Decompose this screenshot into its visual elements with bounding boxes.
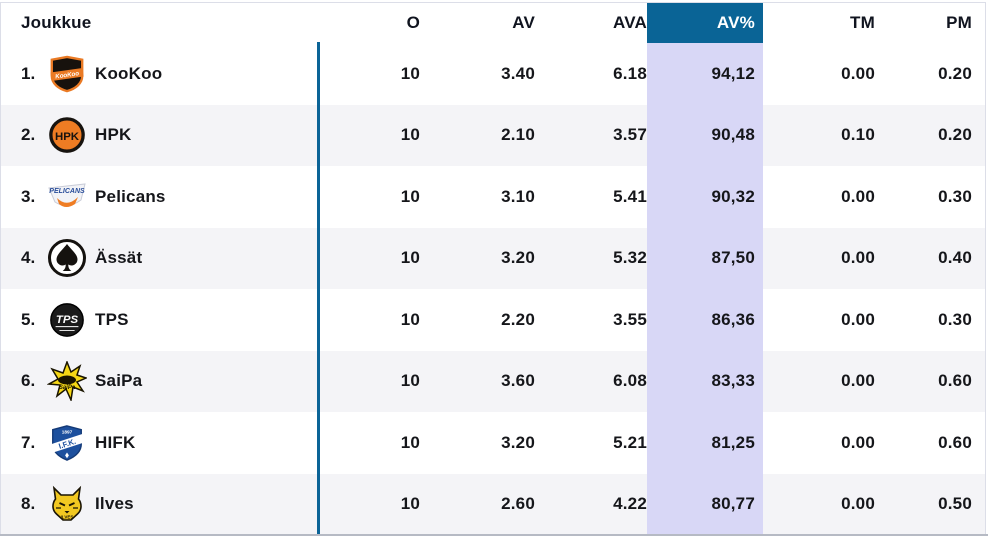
cell-avp-highlighted: 94,12 [647,43,763,105]
cell-tm: 0.00 [841,186,875,206]
tps-logo: TPS [47,299,87,341]
cell-av: 3.20 [501,432,535,452]
cell-o: 10 [400,432,420,452]
cell-tm: 0.00 [841,494,875,514]
team-name: SaiPa [95,371,143,391]
cell-pm: 0.20 [938,125,972,145]
cell-avp-highlighted: 83,33 [647,350,763,412]
team-name: Ässät [95,248,143,268]
cell-avp-highlighted: 81,25 [647,412,763,474]
cell-tm: 0.10 [841,125,875,145]
svg-text:TPS: TPS [56,314,79,326]
table-row[interactable]: 8. ILVES Ilves 10 2.60 4.22 80,77 0.00 0… [1,473,985,535]
table-row[interactable]: 2. HPK HPK 10 2.10 3.57 90,48 0.10 0.20 [1,104,985,166]
cell-tm: 0.00 [841,63,875,83]
svg-text:PELICANS: PELICANS [49,188,85,195]
team-name: Ilves [95,494,134,514]
cell-avp-highlighted: 87,50 [647,227,763,289]
cell-tm: 0.00 [841,432,875,452]
table-header: Joukkue O AV AVA AV% TM PM [1,3,985,43]
svg-text:KooKoo: KooKoo [55,70,80,80]
cell-o: 10 [400,309,420,329]
table-row[interactable]: 5. TPS TPS 10 2.20 3.55 86,36 0.00 0.30 [1,289,985,351]
team-name: KooKoo [95,63,163,83]
cell-av: 2.10 [501,125,535,145]
table-row[interactable]: 1. KooKoo KooKoo 10 3.40 6.18 94,12 0.00… [1,43,985,105]
cell-av: 3.60 [501,371,535,391]
cell-o: 10 [400,186,420,206]
cell-o: 10 [400,371,420,391]
cell-pm: 0.40 [938,248,972,268]
rank-label: 2. [21,125,36,145]
cell-ava: 4.22 [613,494,647,514]
col-header-joukkue[interactable]: Joukkue [21,13,92,32]
hpk-logo: HPK [47,114,87,156]
cell-pm: 0.60 [938,371,972,391]
cell-av: 3.20 [501,248,535,268]
rank-label: 4. [21,248,36,268]
kookoo-logo: KooKoo [47,53,87,95]
team-name: Pelicans [95,186,166,206]
cell-av: 3.10 [501,186,535,206]
team-name: TPS [95,309,129,329]
cell-o: 10 [400,248,420,268]
cell-tm: 0.00 [841,309,875,329]
assat-logo [47,237,87,279]
cell-avp-highlighted: 80,77 [647,473,763,535]
cell-o: 10 [400,125,420,145]
cell-pm: 0.50 [938,494,972,514]
col-header-o[interactable]: O [406,13,420,32]
team-name: HPK [95,125,132,145]
cell-pm: 0.30 [938,309,972,329]
cell-ava: 6.08 [613,371,647,391]
table-row[interactable]: 6. SaiPa SaiPa 10 3.60 6.08 83,33 0.00 0… [1,350,985,412]
team-column-divider [317,42,320,534]
table-bottom-border [0,534,988,536]
cell-o: 10 [400,494,420,514]
ilves-logo: ILVES [47,483,87,525]
rank-label: 6. [21,371,36,391]
cell-av: 2.20 [501,309,535,329]
rank-label: 8. [21,494,36,514]
cell-tm: 0.00 [841,248,875,268]
rank-label: 5. [21,309,36,329]
cell-pm: 0.30 [938,186,972,206]
table-row[interactable]: 7. 1897 I.F.K. HIFK 10 3.20 5.21 81,25 0… [1,412,985,474]
svg-text:HPK: HPK [55,131,80,143]
col-header-avp-selected[interactable]: AV% [647,3,763,43]
rank-label: 3. [21,186,36,206]
rank-label: 7. [21,432,36,452]
table-row[interactable]: 3. PELICANS Pelicans 10 3.10 5.41 90,32 … [1,166,985,228]
col-header-av[interactable]: AV [512,13,535,32]
svg-text:ILVES: ILVES [61,515,74,520]
cell-o: 10 [400,63,420,83]
svg-text:1897: 1897 [62,429,73,435]
cell-ava: 5.32 [613,248,647,268]
saipa-logo: SaiPa [47,360,87,402]
cell-avp-highlighted: 90,32 [647,166,763,228]
col-header-pm[interactable]: PM [946,13,972,32]
cell-pm: 0.20 [938,63,972,83]
cell-pm: 0.60 [938,432,972,452]
cell-ava: 6.18 [613,63,647,83]
cell-ava: 3.57 [613,125,647,145]
team-name: HIFK [95,432,136,452]
hifk-logo: 1897 I.F.K. [47,422,87,464]
cell-ava: 5.21 [613,432,647,452]
cell-av: 3.40 [501,63,535,83]
cell-avp-highlighted: 90,48 [647,104,763,166]
col-header-ava[interactable]: AVA [613,13,647,32]
rank-label: 1. [21,63,36,83]
pelicans-logo: PELICANS [47,176,87,218]
svg-text:SaiPa: SaiPa [59,385,76,391]
cell-avp-highlighted: 86,36 [647,289,763,351]
col-header-tm[interactable]: TM [850,13,875,32]
cell-ava: 3.55 [613,309,647,329]
cell-tm: 0.00 [841,371,875,391]
cell-av: 2.60 [501,494,535,514]
table-row[interactable]: 4. Ässät 10 3.20 5.32 87,50 0.00 0.40 [1,227,985,289]
cell-ava: 5.41 [613,186,647,206]
